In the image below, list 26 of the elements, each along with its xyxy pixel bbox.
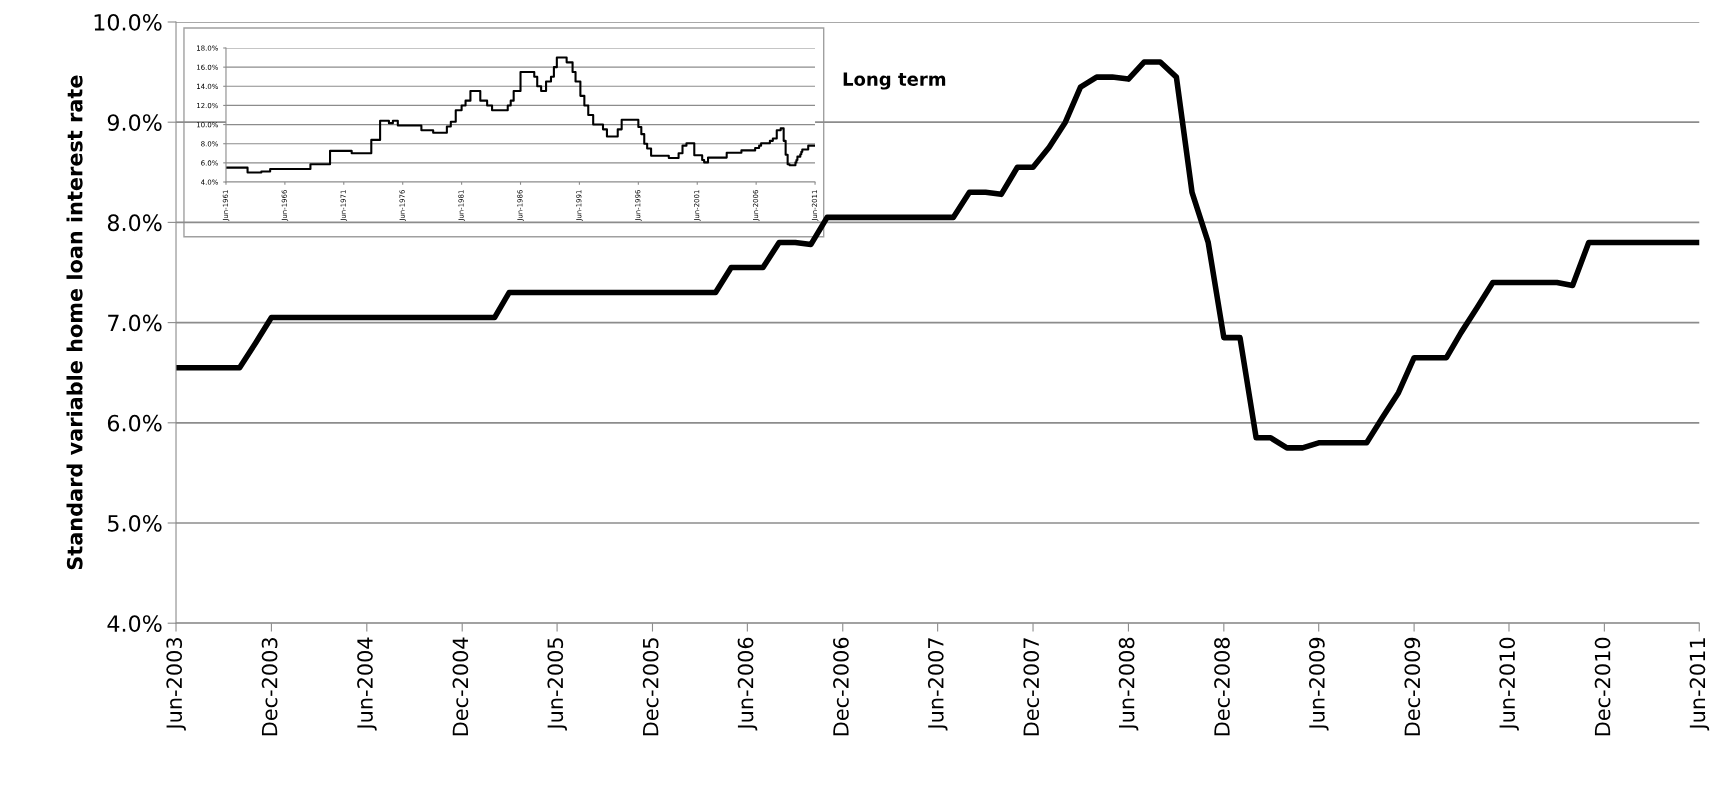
x-tick-label: Jun-2003 [166,638,186,731]
x-tick-label: Jun-2010 [1499,637,1519,731]
x-tick-label: Jun-2008 [1118,637,1139,731]
x-tick-label: Dec-2009 [1404,637,1421,736]
y-tick-label: 10.0% [94,13,162,31]
x-tick-label: Jun-2007 [927,638,948,731]
annotation: Long term [843,72,946,90]
y-tick-label: 9.0% [107,114,162,131]
y-tick-label: 7.0% [108,314,162,332]
x-tick-label: Jun-2005 [547,638,567,731]
x-tick-label: Dec-2010 [1594,637,1611,736]
x-tick-label: Jun-2004 [357,637,377,731]
y-tick-label: 8.0% [107,214,162,232]
x-tick-label: Jun-2006 [737,637,758,731]
x-tick-label: Jun-2011 [1689,638,1710,731]
x-tick-label: Dec-2004 [452,637,469,736]
x-tick-label: Jun-2009 [1309,637,1329,731]
y-tick-label: 6.0% [107,414,162,432]
x-tick-label: Dec-2003 [261,638,278,736]
x-tick-label: Dec-2008 [1214,637,1230,736]
x-tick-label: Dec-2005 [642,638,659,736]
x-tick-label: Dec-2007 [1023,638,1040,736]
y-tick-label: 5.0% [108,514,162,532]
y-tick-label: 4.0% [107,615,162,632]
x-tick-label: Dec-2006 [833,637,849,736]
y-axis-title: Standard variable home loan interest rate [66,75,83,570]
